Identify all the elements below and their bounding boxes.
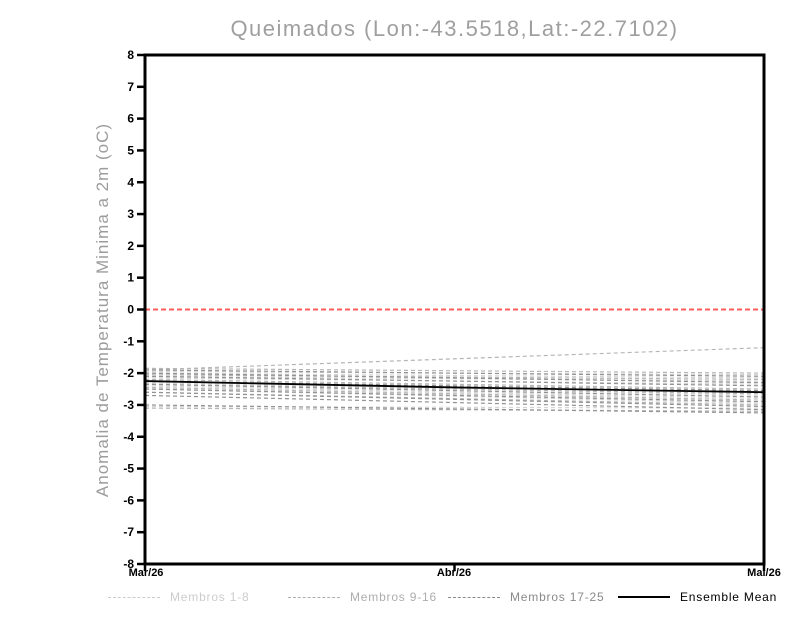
ensemble-member-line-group3 (144, 369, 765, 377)
ensemble-member-line-group2 (144, 386, 765, 401)
legend-label: Membros 17-25 (510, 590, 605, 604)
dashed-line-sample-icon (108, 596, 160, 598)
legend: Membros 1-8 Membros 9-16 Membros 17-25 E… (0, 589, 800, 609)
ensemble-member-line-group2 (144, 383, 765, 395)
legend-item-membros-17-25: Membros 17-25 (448, 589, 604, 605)
ensemble-member-line-group1 (144, 385, 765, 400)
dashed-line-sample-icon (448, 596, 500, 598)
x-tick-label-mar26: Mar/26 (128, 567, 164, 579)
legend-item-ensemble-mean: Ensemble Mean (618, 589, 777, 605)
ensemble-member-line-group3 (144, 372, 765, 384)
y-tick-label: -3 (123, 398, 134, 412)
ensemble-member-line-group2 (144, 367, 765, 374)
y-tick-label: 4 (127, 175, 134, 189)
ensemble-member-line-group2 (144, 347, 765, 371)
ensemble-member-line-group1 (144, 405, 765, 409)
ensemble-member-line-group1 (144, 388, 765, 404)
ensemble-member-line-group2 (144, 407, 765, 412)
ensemble-member-line-group1 (144, 375, 765, 382)
ensemble-member-line-group3 (144, 391, 765, 408)
legend-label: Ensemble Mean (680, 590, 778, 604)
chart-title: Queimados (Lon:-43.5518,Lat:-22.7102) (230, 16, 679, 41)
ensemble-member-line-group3 (144, 380, 765, 392)
ensemble-mean-line (144, 380, 765, 394)
y-tick-label: 8 (127, 48, 134, 62)
ensemble-member-line-group1 (144, 372, 765, 379)
ensemble-member-line-group3 (144, 383, 765, 398)
ensemble-member-line-group3 (144, 394, 765, 411)
y-tick-label: -1 (123, 334, 134, 348)
x-tick-label-abr26: Abr/26 (436, 567, 472, 579)
y-tick-label: -8 (123, 557, 134, 571)
ensemble-member-line-group2 (144, 378, 765, 390)
y-tick-label: -4 (123, 430, 134, 444)
y-tick-label: -5 (123, 462, 134, 476)
y-tick-label: 6 (127, 112, 134, 126)
legend-label: Membros 1-8 (170, 590, 250, 604)
y-tick-label: 0 (127, 303, 134, 317)
y-tick-label: 3 (127, 207, 134, 221)
x-tick-label-mai26: Mai/26 (747, 567, 781, 579)
ensemble-member-line-group3 (144, 375, 765, 387)
solid-line-sample-icon (618, 596, 670, 598)
dashed-line-sample-icon (288, 596, 340, 598)
y-tick-label: 7 (127, 80, 134, 94)
plot-border (143, 53, 766, 566)
ensemble-member-line-group2 (144, 391, 765, 406)
legend-item-membros-9-16: Membros 9-16 (288, 589, 437, 605)
y-tick-label: -2 (123, 366, 134, 380)
legend-item-membros-1-8: Membros 1-8 (108, 589, 250, 605)
y-tick-label: 5 (127, 143, 134, 157)
ensemble-member-line-group3 (144, 388, 765, 403)
legend-label: Membros 9-16 (350, 590, 437, 604)
ensemble-member-line-group3 (144, 404, 765, 414)
ensemble-member-line-group2 (144, 374, 765, 381)
y-tick-label: 1 (127, 271, 134, 285)
y-tick-label: -6 (123, 493, 134, 507)
y-tick-label: 2 (127, 239, 134, 253)
y-tick-label: -7 (123, 525, 134, 539)
